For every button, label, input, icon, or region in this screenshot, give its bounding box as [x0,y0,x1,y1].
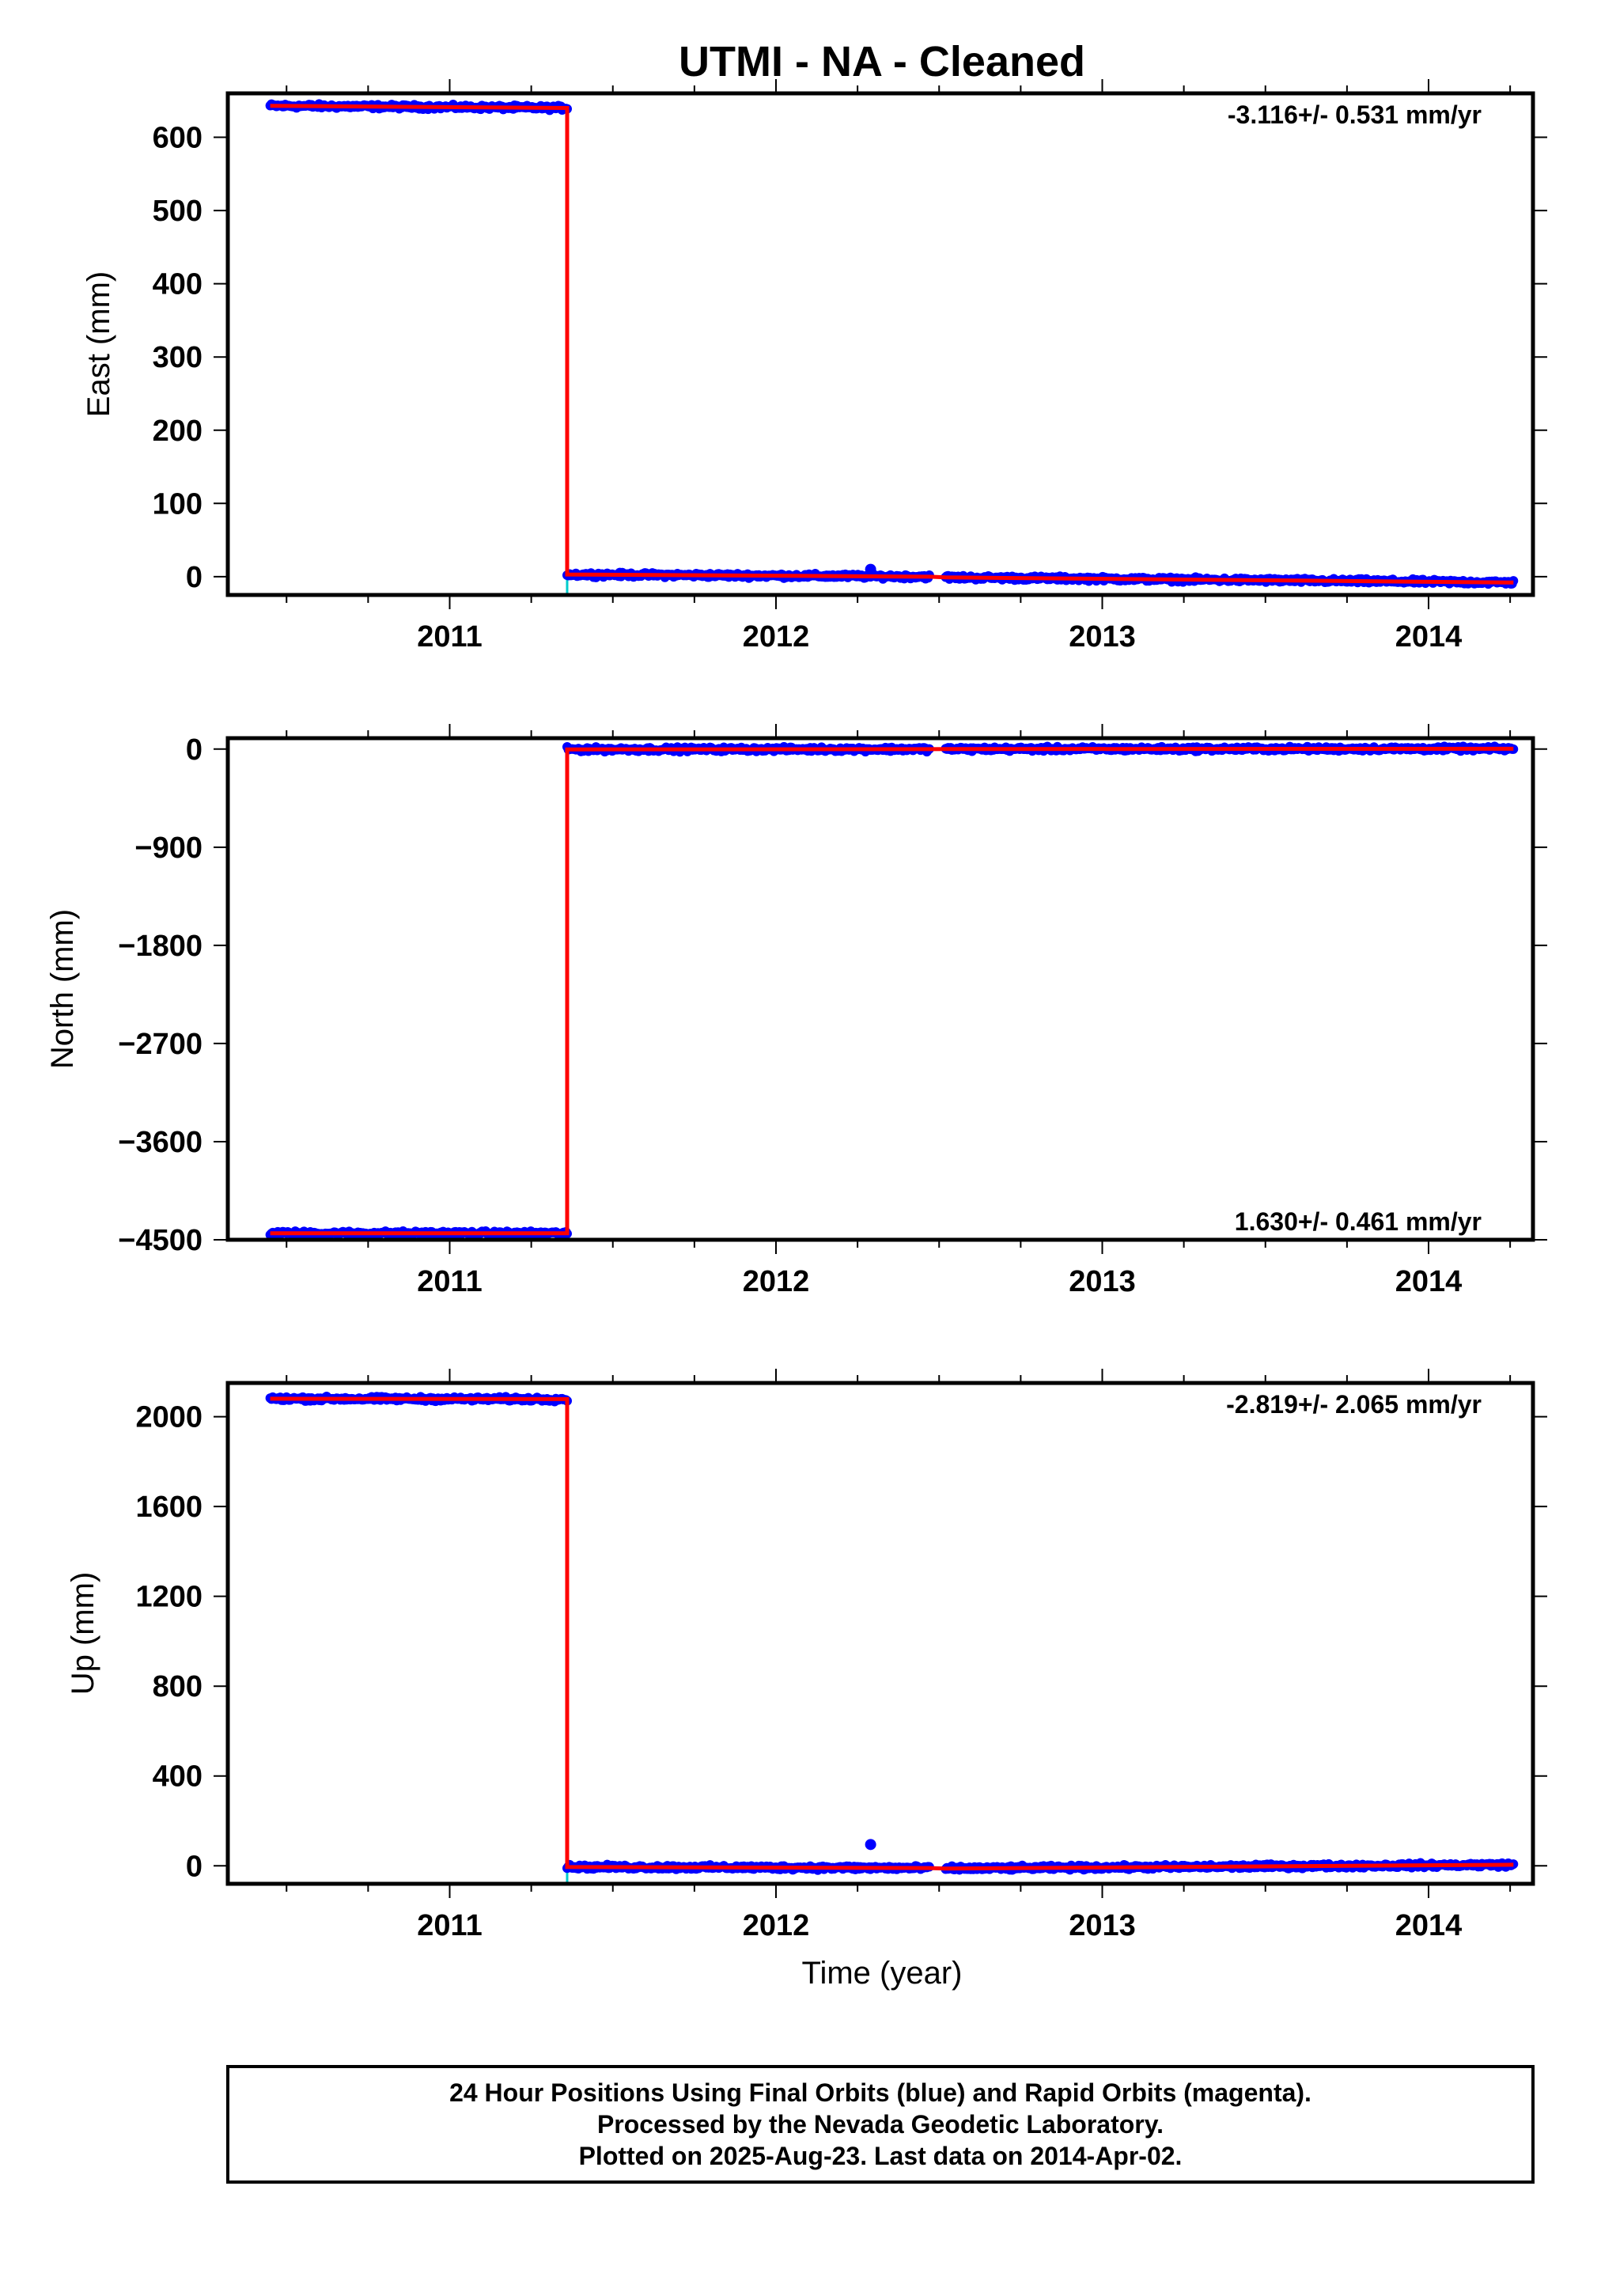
caption-line-3: Plotted on 2025-Aug-23. Last data on 201… [578,2142,1183,2170]
y-axis-label: Up (mm) [66,1572,100,1695]
x-tick-label: 2012 [743,620,810,654]
x-tick-label: 2012 [743,1265,810,1298]
y-axis-label: North (mm) [45,909,80,1069]
y-tick-label: 800 [153,1670,202,1703]
caption-box: 24 Hour Positions Using Final Orbits (bl… [226,2065,1535,2184]
x-tick-label: 2014 [1395,620,1463,654]
plot-frame [225,91,1535,597]
x-tick-label: 2014 [1395,1909,1463,1942]
panel-up: 2011 2012 2013 2014 0 400 800 1200 1600 2000 Up (m… [66,1369,1547,1942]
velocity-label: -2.819+/- 2.065 mm/yr [1226,1390,1482,1419]
caption-line-2: Processed by the Nevada Geodetic Laborat… [596,2110,1164,2139]
panel-north: 2011 2012 2013 2014 0 −900 −1800 −2700 −3600 −450… [45,724,1547,1298]
x-tick-label: 2011 [417,1909,482,1942]
plot-area [265,99,1519,595]
panel-east: 2011 2012 2013 2014 0 100 200 300 400 500 600 East … [81,79,1547,654]
y-tick-label: 0 [186,561,202,594]
x-tick-label: 2013 [1069,620,1136,654]
y-tick-label: 400 [153,1760,202,1794]
plot-frame [225,736,1535,1242]
model-fit-line [270,746,1514,1236]
x-tick-label: 2011 [417,1265,482,1298]
velocity-label: -3.116+/- 0.531 mm/yr [1228,100,1482,129]
y-tick-label: 0 [186,1850,202,1883]
y-tick-label: −4500 [118,1224,202,1257]
y-tick-label: −1800 [118,930,202,963]
y-tick-label: 0 [186,733,202,767]
x-tick-label: 2012 [743,1909,810,1942]
y-tick-label: 200 [153,415,202,448]
y-tick-label: 300 [153,341,202,374]
outlier-point [865,1839,876,1851]
y-tick-label: 1600 [135,1491,202,1524]
y-axis-label: East (mm) [81,271,116,417]
outlier-point [865,563,876,575]
y-tick-label: 100 [153,487,202,521]
y-tick-label: 600 [153,122,202,155]
y-tick-label: 1200 [135,1581,202,1614]
model-fit-line [270,104,1514,585]
x-tick-label: 2013 [1069,1909,1136,1942]
y-tick-label: 400 [153,268,202,301]
x-tick-label: 2014 [1395,1265,1463,1298]
velocity-label: 1.630+/- 0.461 mm/yr [1235,1207,1482,1236]
chart-title: UTMI - NA - Cleaned [679,38,1085,85]
plot-area [265,741,1519,1240]
y-tick-label: 2000 [135,1401,202,1434]
y-tick-label: −2700 [118,1028,202,1061]
x-axis-label: Time (year) [802,1956,963,1991]
y-tick-label: 500 [153,195,202,228]
x-tick-label: 2011 [417,620,482,654]
y-tick-label: −900 [134,832,202,865]
plot-frame [225,1381,1535,1886]
model-fit-line [270,1396,1514,1871]
y-tick-label: −3600 [118,1126,202,1159]
caption-line-1: 24 Hour Positions Using Final Orbits (bl… [449,2078,1311,2107]
x-tick-label: 2013 [1069,1265,1136,1298]
plot-area [265,1391,1519,1884]
